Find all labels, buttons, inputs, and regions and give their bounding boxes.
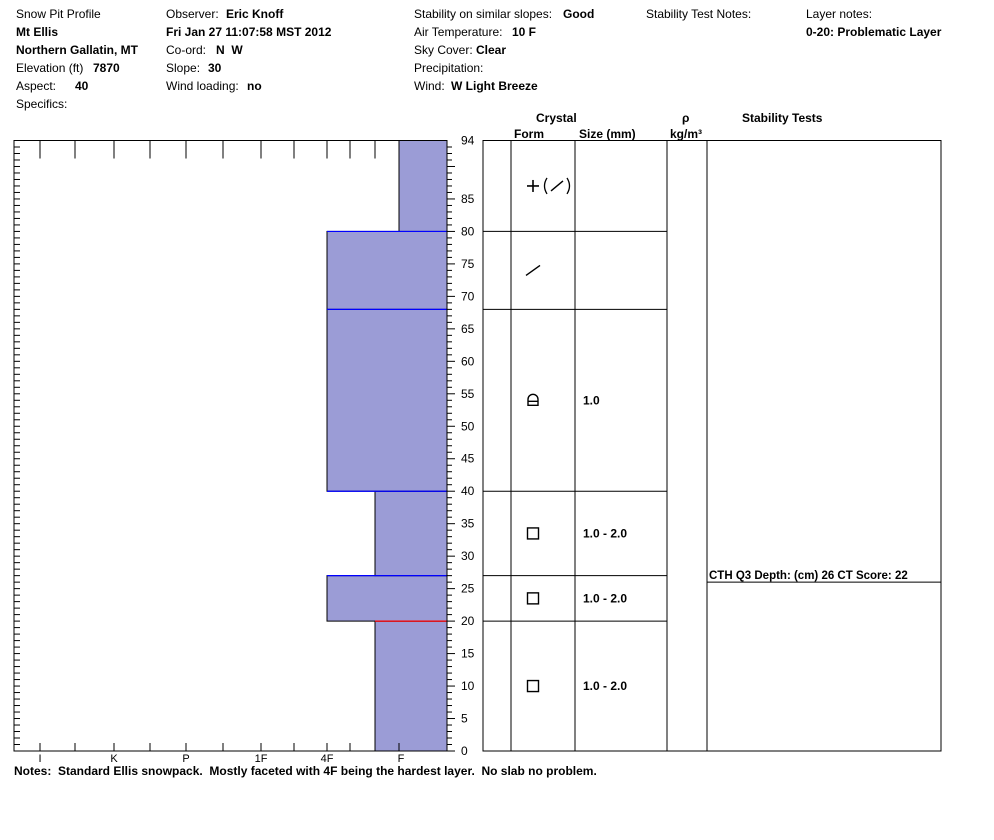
paren-left-icon	[543, 177, 548, 195]
wind-value: W Light Breeze	[451, 79, 538, 93]
stability-label: Stability on similar slopes:	[414, 7, 553, 21]
slope-value: 30	[208, 61, 222, 75]
hardness-label-F: F	[398, 753, 405, 765]
depth-label-35: 35	[461, 517, 475, 531]
crystal-form-square	[526, 527, 540, 540]
form-header: Form	[514, 127, 544, 141]
location-name: Mt Ellis	[16, 25, 59, 39]
depth-label-55: 55	[461, 387, 475, 401]
stability-test-notes-label: Stability Test Notes:	[646, 7, 752, 21]
wind-label: Wind:	[414, 79, 445, 93]
faceted-square-icon	[526, 679, 540, 693]
layer-notes-value: 0-20: Problematic Layer	[806, 25, 942, 39]
faceted-square-icon	[526, 527, 540, 540]
depth-label-40: 40	[461, 484, 475, 498]
depth-label-80: 80	[461, 224, 475, 238]
grain-size-label-2: 1.0 - 2.0	[583, 526, 627, 540]
hardness-bar-0	[374, 620, 448, 752]
slope-label: Slope:	[166, 61, 201, 75]
depth-label-30: 30	[461, 549, 475, 563]
hardness-label-K: K	[110, 753, 118, 765]
density-unit-header: kg/m³	[670, 127, 703, 141]
pit-notes: Notes: Standard Ellis snowpack. Mostly f…	[14, 764, 597, 778]
hardness-label-1F: 1F	[255, 753, 268, 765]
grain-size-label-3: 1.0	[583, 393, 600, 407]
hardness-label-I: I	[38, 753, 41, 765]
precipitation-label: Precipitation:	[414, 61, 484, 75]
coord-value: N W	[216, 43, 243, 57]
grain-size-label-1: 1.0 - 2.0	[583, 591, 627, 605]
crystal-header: Crystal	[536, 111, 577, 125]
depth-label-45: 45	[461, 452, 475, 466]
aspect-value: 40	[75, 79, 89, 93]
rho-header: ρ	[682, 111, 690, 125]
air-temp-value: 10 F	[512, 25, 537, 39]
depth-label-94: 94	[461, 134, 475, 148]
depth-label-15: 15	[461, 647, 475, 661]
hardness-label-4F: 4F	[321, 753, 334, 765]
hardness-bar-4	[326, 230, 448, 310]
observer-label: Observer:	[166, 7, 219, 21]
faceted-square-icon	[526, 592, 540, 605]
stability-tests-header: Stability Tests	[742, 111, 823, 125]
hardness-bar-5	[398, 140, 448, 232]
crystal-form-decomposing	[525, 264, 541, 276]
depth-label-0: 0	[461, 744, 468, 758]
depth-label-70: 70	[461, 289, 475, 303]
observation-datetime: Fri Jan 27 11:07:58 MST 2012	[166, 25, 332, 39]
depth-label-25: 25	[461, 582, 475, 596]
decomposing-slash-icon	[525, 264, 541, 276]
depth-label-60: 60	[461, 354, 475, 368]
stability-test-result-0: CTH Q3 Depth: (cm) 26 CT Score: 22	[709, 570, 908, 582]
depth-label-5: 5	[461, 712, 468, 726]
observer-value: Eric Knoff	[226, 7, 284, 21]
crystal-form-new-snow-decomposing	[527, 177, 571, 195]
crystal-form-rounding-facet	[527, 393, 539, 406]
sky-cover-value: Clear	[476, 43, 507, 57]
depth-label-20: 20	[461, 614, 475, 628]
hardness-label-P: P	[182, 753, 189, 765]
profile-title: Snow Pit Profile	[16, 7, 101, 21]
crystal-form-square	[526, 592, 540, 605]
wind-loading-value: no	[247, 79, 262, 93]
size-header: Size (mm)	[579, 127, 636, 141]
hardness-bar-1	[326, 575, 448, 622]
decomposing-slash-icon	[550, 180, 564, 192]
region-name: Northern Gallatin, MT	[16, 43, 139, 57]
crystal-form-square	[526, 679, 540, 693]
elevation-label: Elevation (ft)	[16, 61, 84, 75]
wind-loading-label: Wind loading:	[166, 79, 239, 93]
coord-label: Co-ord:	[166, 43, 207, 57]
grain-size-label-0: 1.0 - 2.0	[583, 679, 627, 693]
depth-label-10: 10	[461, 679, 475, 693]
air-temp-label: Air Temperature:	[414, 25, 503, 39]
sky-cover-label: Sky Cover:	[414, 43, 473, 57]
depth-label-85: 85	[461, 192, 475, 206]
layer-notes-label: Layer notes:	[806, 7, 873, 21]
elevation-value: 7870	[93, 61, 120, 75]
depth-label-75: 75	[461, 257, 475, 271]
profile-table-frame	[482, 140, 942, 752]
hardness-bar-3	[326, 308, 448, 492]
stability-value: Good	[563, 7, 595, 21]
aspect-label: Aspect:	[16, 79, 57, 93]
depth-label-50: 50	[461, 419, 475, 433]
paren-right-icon	[566, 177, 571, 195]
depth-label-65: 65	[461, 322, 475, 336]
hardness-bar-2	[374, 490, 448, 577]
rounding-faceted-icon	[527, 393, 539, 406]
specifics-label: Specifics:	[16, 97, 68, 111]
